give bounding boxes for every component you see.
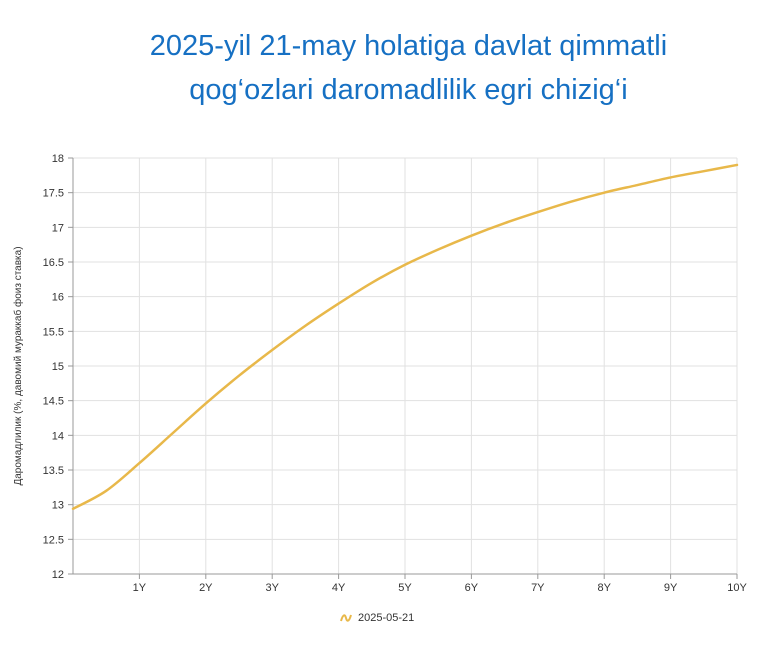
y-tick-label: 17 <box>52 222 64 234</box>
legend-series-icon <box>340 614 352 622</box>
legend-series-label: 2025-05-21 <box>358 612 414 624</box>
y-tick-label: 13 <box>52 500 64 512</box>
y-tick-label: 12.5 <box>43 534 64 546</box>
grid-lines <box>73 157 738 575</box>
x-tick-label: 3Y <box>265 582 279 594</box>
series-line-2025-05-21 <box>71 163 739 511</box>
y-tick-label: 18 <box>52 153 64 165</box>
x-tick-label: 1Y <box>133 582 147 594</box>
y-tick-label: 16 <box>52 292 64 304</box>
series-group <box>71 163 739 511</box>
y-tick-label: 13.5 <box>43 465 64 477</box>
y-tick-label: 17.5 <box>43 188 64 200</box>
y-tick-label: 15 <box>52 361 64 373</box>
y-axis-ticks: 12 12.5 13 13.5 14 14.5 15 15.5 16 16.5 17 17.5 18 <box>43 153 73 581</box>
chart-title-line-2: qog‘ozlari daromadlilik egri chizig‘i <box>189 74 628 106</box>
y-tick-label: 14 <box>52 430 64 442</box>
y-tick-label: 15.5 <box>43 326 64 338</box>
chart-title-line-1: 2025-yil 21-may holatiga davlat qimmatli <box>149 30 668 62</box>
x-axis-ticks: 1Y 2Y 3Y 4Y 5Y 6Y 7Y 8Y 9Y 10Y <box>133 574 747 594</box>
y-tick-label: 12 <box>52 569 64 581</box>
x-tick-label: 4Y <box>332 582 346 594</box>
x-tick-label: 6Y <box>465 582 479 594</box>
y-axis-label: Даромадлилик (%, давомий мураккаб фоиз с… <box>12 246 24 485</box>
y-tick-label: 16.5 <box>43 257 64 269</box>
x-tick-label: 10Y <box>727 582 747 594</box>
x-tick-label: 8Y <box>597 582 611 594</box>
x-tick-label: 2Y <box>199 582 213 594</box>
x-tick-label: 9Y <box>664 582 678 594</box>
legend[interactable]: 2025-05-21 <box>340 612 414 624</box>
x-tick-label: 5Y <box>398 582 412 594</box>
y-tick-label: 14.5 <box>43 396 64 408</box>
x-tick-label: 7Y <box>531 582 545 594</box>
